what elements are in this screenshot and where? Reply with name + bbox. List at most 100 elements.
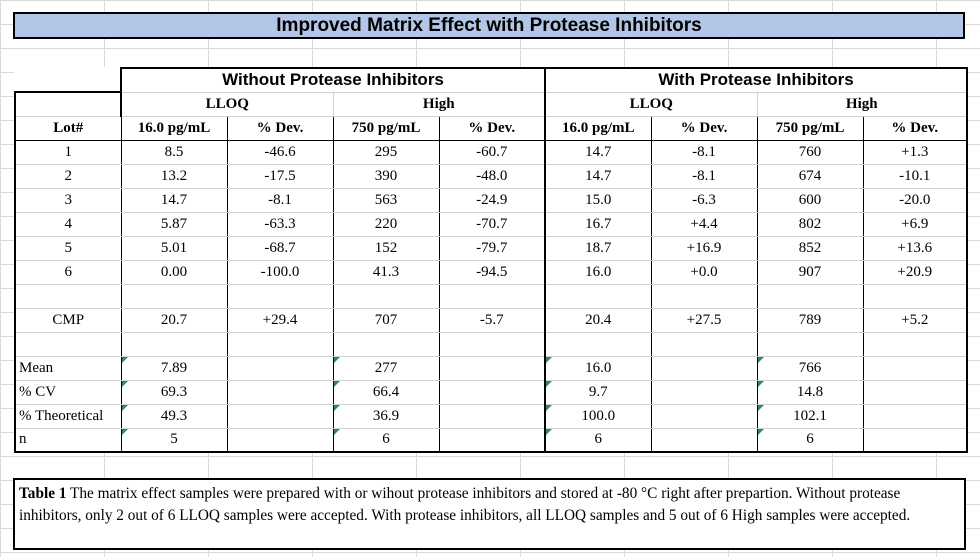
data-cell[interactable]: +27.5 [650, 307, 758, 333]
data-cell[interactable]: 8.5 [120, 139, 228, 165]
data-cell[interactable]: -63.3 [226, 211, 334, 237]
stat-cell[interactable]: 277 [332, 355, 440, 381]
stat-cell[interactable]: 6 [332, 427, 440, 453]
stat-cell[interactable]: 14.8 [756, 379, 864, 405]
stat-cell[interactable] [650, 427, 758, 453]
data-cell[interactable]: -60.7 [438, 139, 546, 165]
data-cell[interactable]: 5.01 [120, 235, 228, 261]
stat-cell[interactable]: 49.3 [120, 403, 228, 429]
stat-cell[interactable] [438, 379, 546, 405]
stat-cell[interactable] [650, 403, 758, 429]
stat-cell[interactable] [650, 379, 758, 405]
level-lloq-without[interactable]: LLOQ [120, 91, 334, 117]
data-cell[interactable]: 802 [756, 211, 864, 237]
col-dev[interactable]: % Dev. [862, 115, 968, 141]
stat-cell[interactable] [226, 403, 334, 429]
stat-cell[interactable]: 5 [120, 427, 228, 453]
data-cell[interactable]: 20.7 [120, 307, 228, 333]
stat-cell[interactable] [862, 427, 968, 453]
data-cell[interactable]: -8.1 [650, 163, 758, 189]
stat-cell[interactable]: 6 [756, 427, 864, 453]
data-cell[interactable]: 15.0 [544, 187, 652, 213]
data-cell[interactable]: -46.6 [226, 139, 334, 165]
data-cell[interactable]: -70.7 [438, 211, 546, 237]
stat-cell[interactable]: 69.3 [120, 379, 228, 405]
data-cell[interactable]: 152 [332, 235, 440, 261]
data-cell[interactable]: 14.7 [120, 187, 228, 213]
data-cell[interactable]: +1.3 [862, 139, 968, 165]
stat-label[interactable]: % Theoretical [14, 403, 122, 429]
data-cell[interactable]: 852 [756, 235, 864, 261]
data-cell[interactable]: +6.9 [862, 211, 968, 237]
stat-cell[interactable]: 9.7 [544, 379, 652, 405]
stat-cell[interactable] [226, 355, 334, 381]
data-cell[interactable]: 674 [756, 163, 864, 189]
lot-cell[interactable]: 5 [14, 235, 122, 261]
stat-cell[interactable]: 102.1 [756, 403, 864, 429]
data-cell[interactable]: 16.7 [544, 211, 652, 237]
col-dev[interactable]: % Dev. [226, 115, 334, 141]
data-cell[interactable]: -20.0 [862, 187, 968, 213]
data-cell[interactable]: -48.0 [438, 163, 546, 189]
data-cell[interactable]: -6.3 [650, 187, 758, 213]
data-cell[interactable]: -68.7 [226, 235, 334, 261]
data-cell[interactable]: 760 [756, 139, 864, 165]
data-cell[interactable]: 789 [756, 307, 864, 333]
data-cell[interactable]: 16.0 [544, 259, 652, 285]
level-high-with[interactable]: High [756, 91, 968, 117]
stat-cell[interactable] [862, 379, 968, 405]
lot-cell[interactable]: 1 [14, 139, 122, 165]
data-cell[interactable]: 600 [756, 187, 864, 213]
group-without[interactable]: Without Protease Inhibitors [120, 67, 546, 93]
table-title[interactable]: Improved Matrix Effect with Protease Inh… [13, 12, 965, 39]
data-cell[interactable]: +5.2 [862, 307, 968, 333]
stat-cell[interactable] [226, 379, 334, 405]
lot-cell[interactable]: 4 [14, 211, 122, 237]
stat-cell[interactable] [862, 403, 968, 429]
col-lloq-conc[interactable]: 16.0 pg/mL [544, 115, 652, 141]
data-cell[interactable]: -5.7 [438, 307, 546, 333]
stat-cell[interactable]: 66.4 [332, 379, 440, 405]
stat-cell[interactable]: 100.0 [544, 403, 652, 429]
stat-cell[interactable] [438, 427, 546, 453]
data-cell[interactable]: +29.4 [226, 307, 334, 333]
stat-cell[interactable] [862, 355, 968, 381]
stat-label[interactable]: Mean [14, 355, 122, 381]
data-cell[interactable]: 14.7 [544, 139, 652, 165]
data-cell[interactable]: 220 [332, 211, 440, 237]
data-cell[interactable]: -17.5 [226, 163, 334, 189]
data-cell[interactable]: 41.3 [332, 259, 440, 285]
data-cell[interactable]: +20.9 [862, 259, 968, 285]
col-high-conc[interactable]: 750 pg/mL [332, 115, 440, 141]
group-with[interactable]: With Protease Inhibitors [544, 67, 968, 93]
stat-cell[interactable]: 766 [756, 355, 864, 381]
lot-cell[interactable]: 2 [14, 163, 122, 189]
data-cell[interactable]: 563 [332, 187, 440, 213]
table-caption[interactable]: Table 1 The matrix effect samples were p… [13, 478, 966, 550]
level-high-without[interactable]: High [332, 91, 546, 117]
stat-cell[interactable]: 7.89 [120, 355, 228, 381]
stat-cell[interactable] [226, 427, 334, 453]
data-cell[interactable]: 907 [756, 259, 864, 285]
data-cell[interactable]: 13.2 [120, 163, 228, 189]
data-cell[interactable]: +13.6 [862, 235, 968, 261]
col-dev[interactable]: % Dev. [650, 115, 758, 141]
data-cell[interactable]: 0.00 [120, 259, 228, 285]
data-cell[interactable]: +4.4 [650, 211, 758, 237]
cmp-label[interactable]: CMP [14, 307, 122, 333]
col-high-conc[interactable]: 750 pg/mL [756, 115, 864, 141]
lot-cell[interactable]: 6 [14, 259, 122, 285]
data-cell[interactable]: -8.1 [650, 139, 758, 165]
data-cell[interactable]: 390 [332, 163, 440, 189]
col-dev[interactable]: % Dev. [438, 115, 546, 141]
data-cell[interactable]: 14.7 [544, 163, 652, 189]
data-cell[interactable]: -100.0 [226, 259, 334, 285]
stat-label[interactable]: % CV [14, 379, 122, 405]
data-cell[interactable]: -94.5 [438, 259, 546, 285]
lot-cell[interactable]: 3 [14, 187, 122, 213]
data-cell[interactable]: -24.9 [438, 187, 546, 213]
data-cell[interactable]: -79.7 [438, 235, 546, 261]
data-cell[interactable]: 20.4 [544, 307, 652, 333]
data-cell[interactable]: +16.9 [650, 235, 758, 261]
stat-cell[interactable]: 16.0 [544, 355, 652, 381]
